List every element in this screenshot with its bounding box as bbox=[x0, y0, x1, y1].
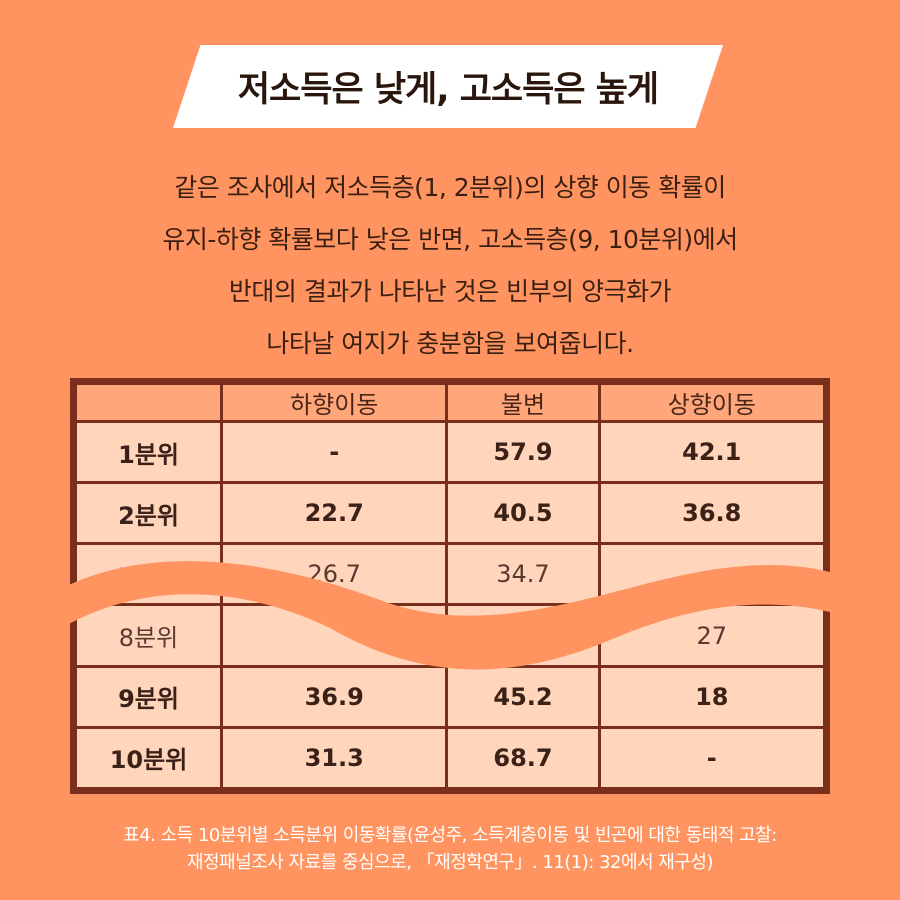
cell-downward: - bbox=[223, 423, 446, 482]
row-label: 7분위 bbox=[77, 545, 220, 604]
cell-upward: 18 bbox=[600, 667, 823, 726]
row-label: 1분위 bbox=[77, 423, 220, 482]
cell-upward: 42.1 bbox=[600, 423, 823, 482]
body-line-4: 나타날 여지가 충분함을 보여줍니다. bbox=[266, 329, 634, 358]
mobility-table: 하향이동 불변 상향이동 1분위 - 57.9 42.1 2분위 22.7 40… bbox=[74, 382, 826, 790]
table-row: 9분위 36.9 45.2 18 bbox=[77, 667, 823, 726]
cell-upward: - bbox=[600, 728, 823, 787]
page-title: 저소득은 낮게, 고소득은 높게 bbox=[237, 70, 659, 110]
table-row: 1분위 - 57.9 42.1 bbox=[77, 423, 823, 482]
caption-line-1: 표4. 소득 10분위별 소득분위 이동확률(윤성주, 소득계층이동 및 빈곤에… bbox=[123, 825, 777, 846]
cell-downward: 26.7 bbox=[223, 545, 446, 604]
cell-upward: 27 bbox=[600, 606, 823, 665]
header-unchanged: 불변 bbox=[448, 385, 598, 420]
header-downward: 하향이동 bbox=[223, 385, 446, 420]
row-label: 2분위 bbox=[77, 484, 220, 543]
cell-downward: 36.9 bbox=[223, 667, 446, 726]
table-row: 10분위 31.3 68.7 - bbox=[77, 728, 823, 787]
row-label: 8분위 bbox=[77, 606, 220, 665]
cell-unchanged: 34.7 bbox=[448, 545, 598, 604]
body-line-2: 유지-하향 확률보다 낮은 반면, 고소득층(9, 10분위)에서 bbox=[162, 225, 738, 254]
cell-downward: 31.3 bbox=[223, 728, 446, 787]
caption-line-2: 재정패널조사 자료를 중심으로, 「재정학연구」. 11(1): 32에서 재구… bbox=[186, 852, 714, 873]
cell-unchanged: 57.9 bbox=[448, 423, 598, 482]
header-upward: 상향이동 bbox=[600, 385, 823, 420]
table-row: 7분위 26.7 34.7 bbox=[77, 545, 823, 604]
cell-upward: 36.8 bbox=[600, 484, 823, 543]
body-line-3: 반대의 결과가 나타난 것은 빈부의 양극화가 bbox=[228, 277, 672, 306]
cell-unchanged: 68.7 bbox=[448, 728, 598, 787]
cell-downward bbox=[223, 606, 446, 665]
title-banner bbox=[173, 45, 723, 128]
cell-unchanged bbox=[448, 606, 598, 665]
row-label: 9분위 bbox=[77, 667, 220, 726]
body-line-1: 같은 조사에서 저소득층(1, 2분위)의 상향 이동 확률이 bbox=[174, 173, 726, 202]
row-label: 10분위 bbox=[77, 728, 220, 787]
table-row: 2분위 22.7 40.5 36.8 bbox=[77, 484, 823, 543]
cell-unchanged: 40.5 bbox=[448, 484, 598, 543]
source-caption: 표4. 소득 10분위별 소득분위 이동확률(윤성주, 소득계층이동 및 빈곤에… bbox=[20, 822, 880, 876]
table-row: 8분위 27 bbox=[77, 606, 823, 665]
table-header-row: 하향이동 불변 상향이동 bbox=[77, 385, 823, 420]
body-paragraph: 같은 조사에서 저소득층(1, 2분위)의 상향 이동 확률이 유지-하향 확률… bbox=[40, 162, 860, 370]
mobility-table-frame: 하향이동 불변 상향이동 1분위 - 57.9 42.1 2분위 22.7 40… bbox=[70, 378, 830, 794]
cell-unchanged: 45.2 bbox=[448, 667, 598, 726]
cell-upward bbox=[600, 545, 823, 604]
cell-downward: 22.7 bbox=[223, 484, 446, 543]
header-corner bbox=[77, 385, 220, 420]
